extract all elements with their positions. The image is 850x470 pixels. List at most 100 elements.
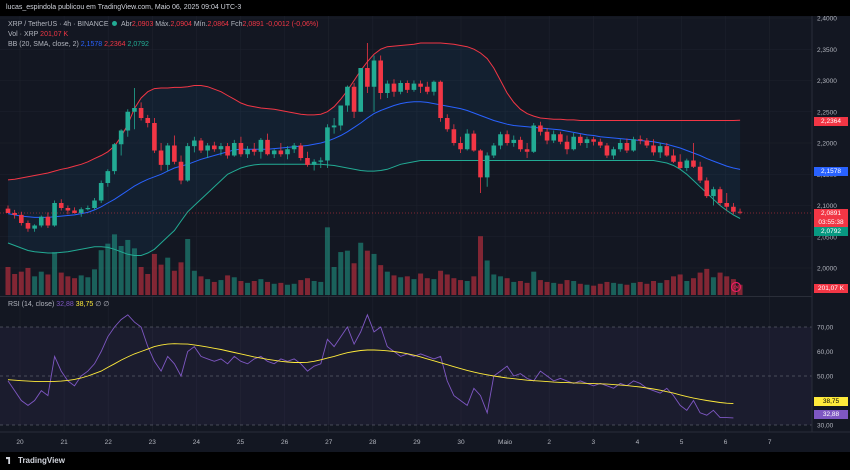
candle-body — [491, 145, 497, 156]
volume-bar — [324, 227, 330, 295]
candle-body — [711, 189, 716, 197]
open-value: 2,0903 — [131, 21, 154, 28]
volume-bar — [251, 281, 257, 295]
candle-body — [12, 213, 17, 215]
candle-body — [591, 139, 596, 142]
volume-bar — [404, 276, 410, 295]
volume-label[interactable]: Vol · XRP — [8, 31, 39, 38]
time-tick-label: 26 — [281, 439, 289, 446]
price-tick-label: 2,4000 — [817, 16, 837, 23]
volume-bar — [5, 267, 11, 295]
candle-body — [644, 140, 650, 146]
volume-bar — [690, 278, 696, 295]
volume-bar — [710, 277, 716, 295]
volume-bar — [557, 283, 563, 295]
price-tick-label: 2,0000 — [817, 266, 837, 273]
candle-body — [584, 139, 590, 143]
rsi-extra-values: ∅ ∅ — [95, 301, 110, 308]
volume-bar — [591, 285, 597, 295]
volume-bar — [98, 250, 104, 295]
volume-bar — [145, 274, 151, 295]
candle-body — [684, 160, 690, 168]
bollinger-basis-value: 2,1578 — [80, 41, 103, 48]
low-label: Mín. — [193, 21, 208, 28]
volume-bar — [644, 283, 650, 295]
bollinger-upper-value: 2,2364 — [104, 41, 126, 48]
volume-bar — [724, 276, 730, 295]
candle-body — [325, 127, 330, 161]
volume-bar — [584, 284, 590, 295]
volume-bar — [637, 281, 643, 295]
volume-bar — [491, 274, 497, 295]
event-marker-icon[interactable] — [730, 281, 742, 293]
volume-bar — [684, 281, 690, 295]
candle-body — [697, 166, 703, 181]
volume-bar — [245, 282, 251, 295]
bollinger-legend: BB (20, SMA, close, 2) 2,1578 2,2364 2,0… — [8, 41, 149, 48]
volume-bar — [651, 281, 657, 295]
candle-body — [704, 180, 710, 197]
candle-body — [212, 145, 217, 150]
candle-body — [32, 225, 37, 229]
candle-body — [72, 210, 77, 213]
price-tick-label: 2,2500 — [817, 109, 837, 116]
volume-bar — [577, 283, 583, 295]
candle-body — [671, 155, 676, 162]
candle-body — [578, 136, 583, 143]
low-value: 2,0864 — [207, 21, 229, 28]
symbol-title[interactable]: XRP / TetherUS · 4h · BINANCE — [8, 21, 109, 28]
rsi-label[interactable]: RSI (14, close) — [8, 301, 55, 308]
candle-body — [192, 140, 197, 147]
candle-body — [438, 81, 443, 118]
volume-bar — [32, 276, 38, 295]
candle-body — [511, 139, 517, 143]
candle-body — [238, 143, 244, 155]
candle-body — [611, 149, 616, 156]
time-tick-label: 20 — [16, 439, 24, 446]
bollinger-label[interactable]: BB (20, SMA, close, 2) — [8, 41, 79, 48]
volume-bar — [544, 281, 550, 295]
volume-bar — [92, 269, 98, 295]
candle-body — [231, 143, 237, 156]
volume-bar — [271, 283, 277, 295]
candle-body — [245, 149, 250, 155]
candle-body — [311, 161, 317, 165]
bollinger-lower-value: 2,0792 — [127, 41, 149, 48]
candle-body — [78, 209, 84, 213]
candle-body — [105, 171, 111, 183]
volume-bar — [12, 274, 18, 295]
candle-body — [624, 143, 630, 151]
rsi-line — [7, 313, 734, 419]
candle-body — [631, 139, 636, 151]
tradingview-logo-icon — [6, 457, 11, 464]
time-tick-label: 29 — [413, 439, 421, 446]
candle-body — [371, 60, 377, 87]
volume-bar — [278, 282, 284, 295]
volume-bar — [85, 277, 91, 295]
pane-divider[interactable] — [0, 296, 812, 297]
volume-bar — [111, 234, 117, 295]
candle-body — [504, 134, 510, 143]
candle-body — [285, 149, 290, 155]
candle-body — [385, 83, 390, 93]
tradingview-logo[interactable]: TradingView — [6, 456, 65, 465]
candle-body — [291, 145, 297, 150]
time-tick-label: 4 — [636, 439, 640, 446]
candle-body — [271, 150, 277, 155]
rsi-lines — [7, 313, 734, 419]
volume-bar — [671, 276, 676, 295]
time-axis[interactable]: 20 21 22 23 24 25 26 27 28 29 30 Maio 2 3 4 5 6 7 — [16, 439, 772, 446]
rsi-tick-label: 50,00 — [817, 374, 834, 381]
bollinger-band-fill — [8, 43, 741, 256]
volume-bar — [611, 282, 617, 295]
candle-body — [345, 86, 350, 106]
candle-body — [405, 83, 410, 90]
candle-body — [664, 146, 670, 156]
volume-bar — [371, 253, 377, 295]
candle-body — [138, 108, 144, 118]
candle-body — [118, 130, 124, 145]
volume-bar — [517, 281, 523, 295]
candle-body — [338, 105, 344, 126]
volume-legend: Vol · XRP 201,07 K — [8, 31, 68, 38]
